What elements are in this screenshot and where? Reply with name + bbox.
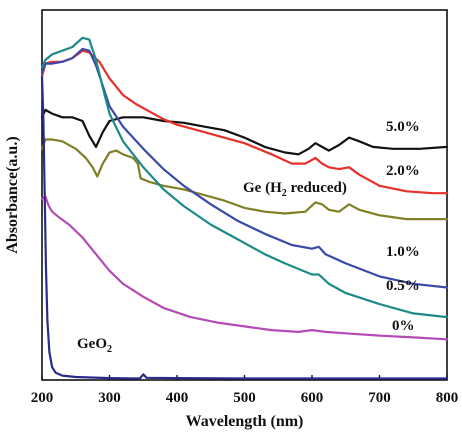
series-label-geo2: GeO2 xyxy=(77,336,112,355)
series-label-1-0: 1.0% xyxy=(386,244,420,260)
series-line-3 xyxy=(40,47,449,289)
ge-label-subscript: 2 xyxy=(282,188,287,199)
series-line-0 xyxy=(40,108,449,156)
series-layer xyxy=(40,36,449,380)
x-tick-label: 200 xyxy=(31,390,54,406)
ge-label-main: Ge (H xyxy=(243,180,282,196)
x-tick-label: 500 xyxy=(233,390,256,406)
series-line-5 xyxy=(40,195,449,341)
series-label-0-5: 0.5% xyxy=(386,278,420,294)
series-line-1 xyxy=(40,49,449,195)
series-label-ge-h2-reduced: Ge (H2 reduced) xyxy=(243,180,347,199)
series-label-0: 0% xyxy=(392,318,415,334)
series-label-2-0: 2.0% xyxy=(386,163,420,179)
series-line-6 xyxy=(40,75,449,380)
x-tick-label: 400 xyxy=(166,390,189,406)
series-line-2 xyxy=(40,138,449,221)
x-tick-label: 600 xyxy=(301,390,324,406)
x-tick-label: 700 xyxy=(368,390,391,406)
x-axis-title: Wavelength (nm) xyxy=(186,413,304,430)
geo2-label-subscript: 2 xyxy=(107,344,112,355)
x-tick-label: 800 xyxy=(436,390,459,406)
ge-label-rest: reduced) xyxy=(287,180,347,196)
y-axis-title: Absorbance(a.u.) xyxy=(4,136,21,253)
x-tick-label: 300 xyxy=(98,390,121,406)
series-label-5-0: 5.0% xyxy=(386,119,420,135)
geo2-label-main: GeO xyxy=(77,336,107,352)
series-line-4 xyxy=(40,36,449,319)
